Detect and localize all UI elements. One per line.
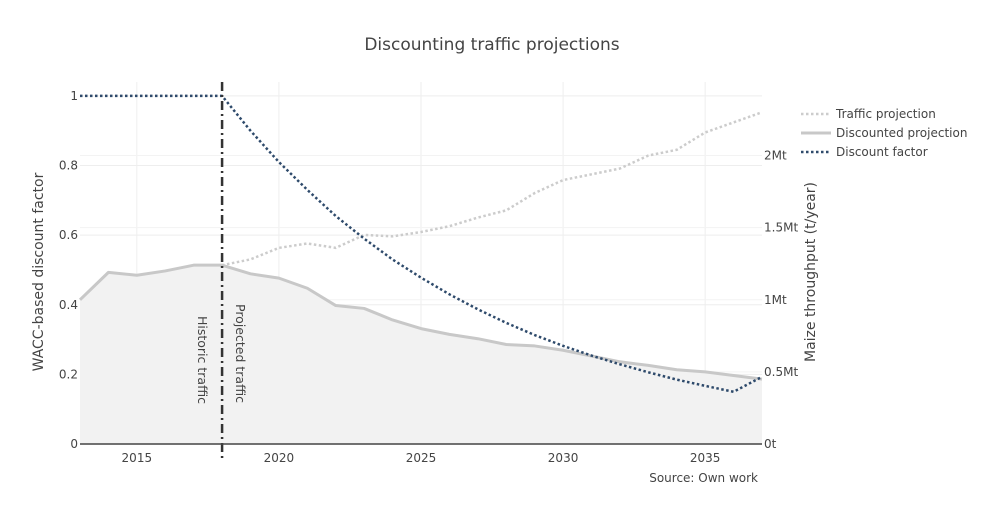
legend-item-discount-factor[interactable]: Discount factor	[801, 145, 928, 159]
x-tick-label: 2020	[264, 451, 295, 465]
y-tick-label: 0	[70, 437, 78, 451]
source-note: Source: Own work	[649, 471, 758, 485]
x-tick-label: 2025	[406, 451, 437, 465]
y2-tick-label: 0t	[764, 437, 777, 451]
y2-axis-title: Maize throughput (t/year)	[803, 182, 819, 362]
chart-title: Discounting traffic projections	[364, 35, 619, 55]
y2-tick-label: 0.5Mt	[764, 365, 798, 379]
y-tick-label: 0.2	[59, 367, 78, 381]
y2-tick-label: 1.5Mt	[764, 221, 798, 235]
legend-item-discounted-projection[interactable]: Discounted projection	[801, 126, 967, 140]
x-tick-label: 2035	[690, 451, 721, 465]
y2-tick-label: 1Mt	[764, 293, 787, 307]
legend-item-traffic-projection[interactable]: Traffic projection	[801, 107, 936, 121]
tick-labels: 2015 2020 2025 2030 2035 0 0.2 0.4 0.6 0.8 1 0t 0.5M…	[59, 89, 799, 465]
x-tick-label: 2015	[122, 451, 153, 465]
y-axis-title: WACC-based discount factor	[31, 172, 47, 371]
legend-label-traffic-projection: Traffic projection	[835, 107, 936, 121]
y-tick-label: 0.8	[59, 159, 78, 173]
series-lines	[78, 94, 763, 394]
traffic-projection-line	[221, 111, 763, 267]
legend-label-discounted-projection: Discounted projection	[836, 126, 967, 140]
discounted-projection-area	[80, 265, 762, 444]
y-tick-label: 0.4	[59, 298, 78, 312]
annotation-historic-traffic: Historic traffic	[195, 316, 210, 404]
y2-tick-label: 2Mt	[764, 149, 787, 163]
discounted-projection-line	[78, 263, 763, 381]
legend-label-discount-factor: Discount factor	[836, 145, 928, 159]
discount-factor-line	[80, 94, 763, 394]
x-tick-label: 2030	[548, 451, 579, 465]
y-tick-label: 0.6	[59, 228, 78, 242]
discounted-area	[80, 265, 762, 444]
y-tick-label: 1	[70, 89, 78, 103]
legend[interactable]: Traffic projection Discounted projection D…	[801, 107, 967, 159]
annotation-projected-traffic: Projected traffic	[233, 304, 248, 403]
